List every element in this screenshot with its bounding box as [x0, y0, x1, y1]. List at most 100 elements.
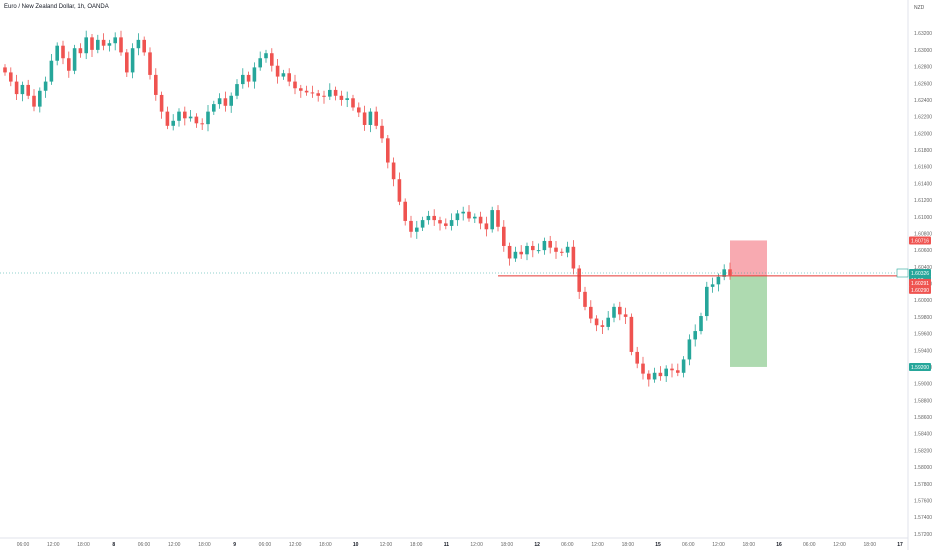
current-price-label: 1.60326 — [911, 271, 929, 277]
candle-body — [304, 90, 309, 93]
candle-body — [241, 74, 245, 85]
candle-body — [629, 316, 634, 352]
candle-body — [206, 111, 210, 125]
y-tick-label: 1.60600 — [914, 248, 932, 254]
y-tick-label: 1.63200 — [914, 31, 932, 37]
candle-body — [618, 306, 622, 315]
x-tick-label: 12:00 — [168, 542, 181, 548]
candle-body — [101, 39, 106, 46]
y-tick-label: 1.61600 — [914, 165, 932, 171]
x-tick-label: 06:00 — [561, 542, 574, 548]
candle-body — [362, 112, 367, 125]
candle-body — [658, 372, 663, 377]
stop-loss-zone[interactable] — [730, 240, 767, 276]
candle-body — [693, 331, 697, 340]
candle-body — [409, 220, 413, 232]
target-price-label-bg — [909, 362, 931, 371]
take-profit-zone[interactable] — [730, 275, 767, 367]
entry-price-label: 1.60291 — [911, 281, 929, 287]
candle-body — [571, 246, 576, 269]
candle-body — [212, 104, 216, 112]
candle-body — [484, 223, 489, 230]
symbol-tag-bg — [896, 268, 909, 278]
candle-body — [478, 216, 483, 224]
y-tick-label: 1.57600 — [914, 498, 932, 504]
candle-body — [519, 251, 523, 255]
x-tick-label: 06:00 — [138, 542, 151, 548]
candle-body — [136, 39, 141, 49]
y-tick-label: 1.62000 — [914, 131, 932, 137]
x-tick-label: 06:00 — [682, 542, 695, 548]
candle-body — [513, 251, 518, 259]
candle-body — [229, 95, 233, 106]
y-tick-label: 1.57200 — [914, 532, 932, 538]
y-tick-label: 1.58200 — [914, 448, 932, 454]
y-tick-label: 1.59600 — [914, 332, 932, 338]
candle-body — [119, 37, 123, 53]
candle-body — [217, 98, 222, 105]
candle-body — [652, 372, 657, 380]
y-tick-label: 1.58600 — [914, 415, 932, 421]
x-tick-label: 12:00 — [591, 542, 604, 548]
candle-body — [154, 74, 158, 95]
candle-body — [177, 111, 181, 121]
candle-body — [188, 116, 193, 119]
candle-body — [531, 245, 535, 251]
candle-body — [78, 48, 83, 54]
y-tick-label: 1.57800 — [914, 482, 932, 488]
candle-body — [246, 74, 251, 82]
candle-body — [560, 251, 564, 253]
candle-body — [171, 120, 175, 126]
candle-body — [386, 138, 390, 163]
y-tick-label: 1.62400 — [914, 98, 932, 104]
candle-body — [705, 286, 709, 317]
y-tick-label: 1.61800 — [914, 148, 932, 154]
candle-body — [328, 89, 332, 97]
candle-body — [32, 95, 36, 107]
candle-body — [125, 52, 129, 73]
candle-body — [345, 98, 349, 100]
symbol-title: Euro / New Zealand Dollar, 1h, OANDA — [4, 4, 109, 10]
y-tick-label: 1.62800 — [914, 65, 932, 71]
candle-body — [316, 93, 320, 96]
candle-body — [380, 125, 384, 139]
x-tick-label: 18:00 — [501, 542, 514, 548]
candle-body — [542, 240, 547, 251]
candle-body — [200, 123, 204, 125]
x-tick-label: 16 — [776, 542, 782, 548]
candle-body — [9, 72, 13, 82]
candle-body — [507, 245, 512, 259]
candle-body — [403, 201, 407, 221]
x-tick-label: 12:00 — [380, 542, 393, 548]
candle-body — [339, 95, 344, 100]
candle-body — [287, 73, 291, 82]
candle-body — [438, 220, 442, 224]
candle-body — [20, 84, 25, 95]
y-tick-label: 1.62600 — [914, 81, 932, 87]
candle-body — [565, 246, 570, 253]
y-tick-label: 1.58400 — [914, 432, 932, 438]
currency-label: NZD — [914, 5, 925, 11]
candle-body — [449, 220, 454, 226]
candle-body — [96, 39, 100, 50]
y-tick-label: 1.62200 — [914, 115, 932, 121]
target-price-label: 1.59200 — [911, 365, 929, 371]
candle-body — [583, 291, 587, 307]
candle-body — [391, 162, 396, 180]
candle-body — [333, 89, 338, 96]
candle-body — [90, 37, 94, 50]
y-tick-label: 1.61200 — [914, 198, 932, 204]
candle-body — [681, 359, 686, 373]
candle-body — [270, 53, 274, 66]
candle-body — [455, 213, 460, 221]
candle-body — [49, 60, 54, 82]
candle-body — [43, 81, 48, 91]
candle-body — [310, 92, 315, 94]
candle-body — [710, 284, 715, 287]
candle-body — [113, 37, 117, 44]
x-tick-label: 06:00 — [17, 542, 30, 548]
candle-body — [594, 318, 599, 326]
candle-body — [252, 67, 257, 82]
